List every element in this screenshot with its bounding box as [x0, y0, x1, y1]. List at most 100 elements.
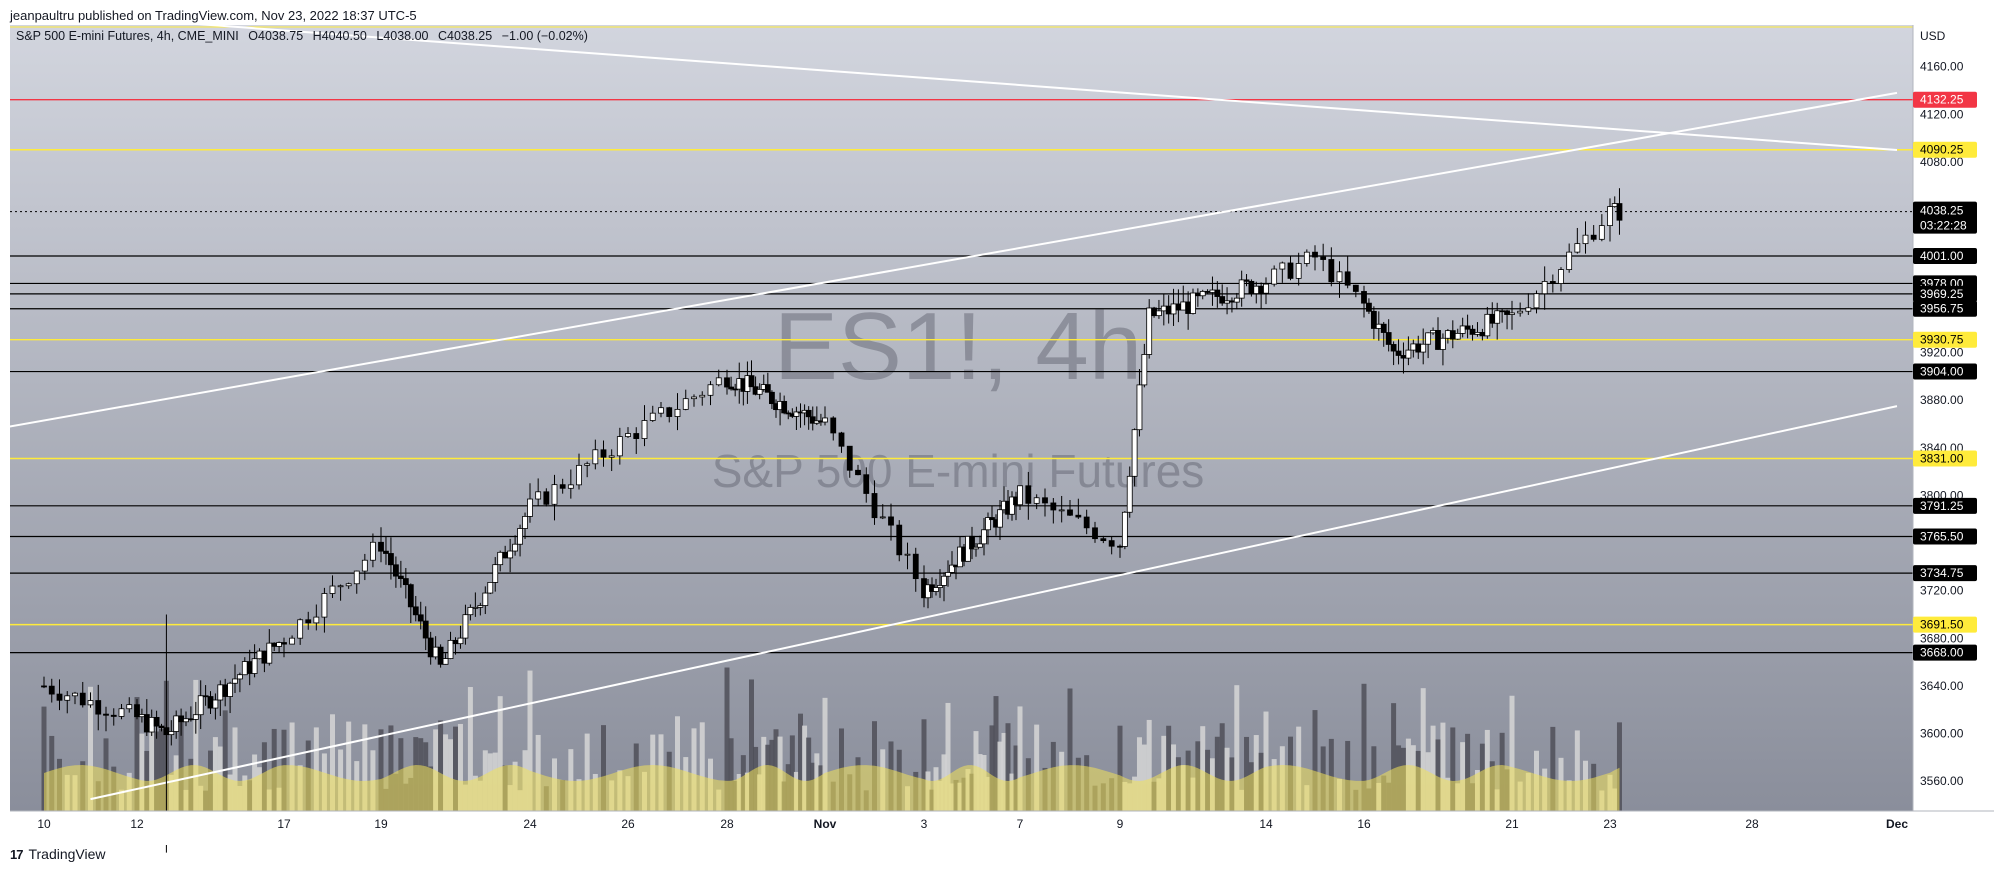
- candle-body: [945, 572, 951, 577]
- volume-bar: [728, 738, 734, 811]
- volume-bar: [1345, 740, 1351, 811]
- level-price-label: 4132.25: [1920, 93, 1964, 107]
- volume-bar: [1509, 695, 1515, 811]
- level-price-tag: [1913, 363, 1977, 380]
- candle-body: [1160, 305, 1167, 312]
- time-tick-label: 24: [523, 817, 537, 831]
- time-tick-label: Dec: [1886, 817, 1908, 831]
- volume-bar: [1361, 683, 1367, 811]
- candle-body: [756, 388, 763, 395]
- candle-body: [95, 700, 102, 715]
- candle-body: [1121, 511, 1128, 547]
- candle-body: [1156, 310, 1162, 317]
- price-tick-label: 3640.00: [1920, 679, 1964, 693]
- candle-body: [699, 394, 706, 398]
- candle-body: [388, 553, 394, 566]
- candle-body: [202, 695, 209, 698]
- candle-body: [981, 529, 987, 545]
- time-tick-label: 10: [37, 817, 51, 831]
- candle-body: [769, 391, 775, 405]
- candle-body: [477, 605, 484, 608]
- volume-bar: [159, 728, 164, 811]
- candle-body: [383, 550, 389, 554]
- candle-body: [567, 484, 574, 489]
- price-axis[interactable]: USD 4160.00 4120.00 4080.00 3920.00 3880.00 38…: [1912, 25, 1994, 845]
- time-tick-label: 21: [1505, 817, 1519, 831]
- candle-body: [1590, 234, 1597, 240]
- level-price-label: 3930.75: [1920, 333, 1964, 347]
- candle-body: [1499, 310, 1506, 313]
- candle-body: [217, 684, 224, 701]
- time-axis[interactable]: 10 12 17 19 24 26 28 Nov 3 7 9 14 16 21 23 28 Dec: [0, 810, 1994, 845]
- candle-body: [266, 642, 273, 664]
- candle-body: [457, 637, 464, 645]
- candle-body: [1344, 271, 1351, 286]
- candle-body: [535, 491, 542, 500]
- level-price-tag: [1913, 497, 1977, 514]
- candle-body: [559, 484, 566, 489]
- price-tick-label: 4080.00: [1920, 155, 1964, 169]
- time-tick-label: 9: [1117, 817, 1124, 831]
- candle-body: [1400, 355, 1407, 359]
- candle-body: [178, 715, 185, 723]
- time-tick-label: 26: [621, 817, 635, 831]
- candle-body: [168, 731, 175, 736]
- time-tick-label: 17: [277, 817, 291, 831]
- candle-body: [337, 585, 344, 588]
- candle-body: [143, 714, 150, 733]
- price-tick-label: 4160.00: [1920, 60, 1964, 74]
- candle-body: [1430, 330, 1436, 334]
- candle-body: [329, 585, 336, 594]
- price-tick-label: 3680.00: [1920, 631, 1964, 645]
- volume-bar: [139, 733, 145, 811]
- level-price-label: 4001.00: [1920, 249, 1964, 263]
- price-tick-label: 4120.00: [1920, 107, 1964, 121]
- volume-bar: [798, 713, 803, 811]
- candle-body: [1253, 285, 1260, 294]
- candle-body: [1238, 279, 1245, 299]
- candles: [41, 188, 1623, 853]
- candle-body: [442, 658, 449, 665]
- candle-body: [805, 409, 812, 418]
- volume-bar: [945, 702, 951, 811]
- volume-bar: [134, 697, 140, 811]
- candle-body: [1479, 332, 1486, 337]
- candle-body: [1504, 310, 1510, 315]
- symbol-watermark: ES1!, 4h S&P 500 E-mini Futures: [712, 293, 1205, 497]
- candle-body: [888, 516, 894, 526]
- candle-body: [1100, 538, 1107, 542]
- price-chart[interactable]: ES1!, 4h S&P 500 E-mini Futures S&P 500 …: [0, 8, 1994, 872]
- candle-body: [487, 582, 494, 594]
- candle-body: [1067, 509, 1073, 516]
- volume-bars: [41, 667, 1622, 811]
- candle-body: [1075, 514, 1082, 518]
- candle-body: [1092, 527, 1098, 540]
- candle-body: [1566, 251, 1573, 270]
- volume-bar: [789, 735, 795, 811]
- candle-body: [809, 416, 816, 424]
- candle-body: [1042, 497, 1048, 504]
- candle-body: [261, 650, 268, 664]
- candle-body: [1352, 284, 1359, 292]
- level-price-label: 3691.50: [1920, 618, 1964, 632]
- volume-bar: [1141, 744, 1147, 811]
- candle-body: [241, 661, 248, 676]
- svg-text:S&P 500 E-mini Futures, 4h, CM: S&P 500 E-mini Futures, 4h, CME_MINI O40…: [16, 29, 588, 43]
- volume-bar: [1200, 726, 1206, 811]
- volume-bar: [1219, 723, 1225, 811]
- volume-bar: [806, 737, 812, 811]
- level-price-label: 3791.25: [1920, 499, 1964, 513]
- candle-body: [863, 474, 870, 494]
- volume-bar: [749, 679, 754, 811]
- volume-bar: [149, 725, 155, 811]
- volume-bar: [535, 734, 541, 811]
- volume-bar: [438, 720, 444, 811]
- volume-bar: [1420, 688, 1426, 811]
- countdown-label: 03:22:28: [1920, 219, 1967, 233]
- candle-body: [492, 564, 499, 583]
- time-tick-label: 3: [921, 817, 928, 831]
- candle-body: [1058, 509, 1065, 512]
- chart-area[interactable]: ES1!, 4h S&P 500 E-mini Futures S&P 500 …: [0, 8, 1994, 872]
- candle-body: [153, 717, 160, 727]
- candle-body: [1454, 333, 1461, 340]
